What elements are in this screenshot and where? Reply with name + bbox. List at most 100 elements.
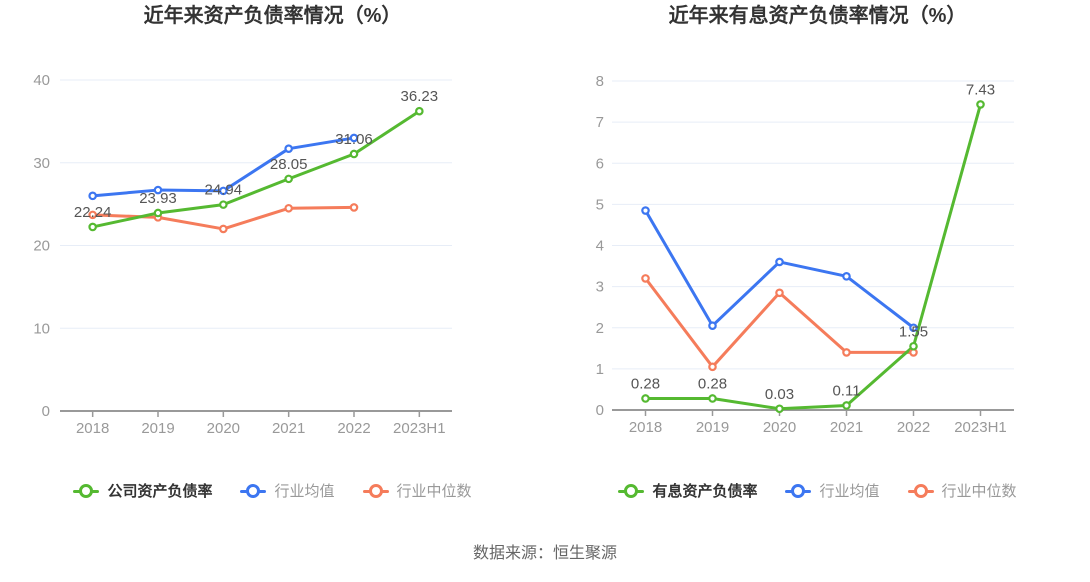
data-point[interactable] <box>153 208 163 218</box>
legend-ring-icon <box>246 484 261 498</box>
asset-liability-chart-canvas: 2018 2019 2020 2021 2022 2023H1 0 10 20 30 40 22.24… <box>33 72 452 437</box>
legend-ring-icon <box>368 484 383 498</box>
series-line-1 <box>644 209 915 330</box>
data-label: 36.23 <box>401 88 439 105</box>
y-tick-label: 8 <box>596 73 604 90</box>
data-point[interactable] <box>349 133 359 143</box>
y-tick-label: 30 <box>33 155 50 172</box>
x-tick-label: 2020 <box>207 420 240 437</box>
data-label: 1.55 <box>899 323 928 340</box>
data-source-text: 数据来源：恒生聚源 <box>472 545 617 562</box>
data-point[interactable] <box>775 257 784 267</box>
data-point[interactable] <box>641 274 650 283</box>
y-tick-label: 40 <box>33 72 50 89</box>
data-point[interactable] <box>708 362 717 372</box>
legend-ring-icon <box>791 484 806 498</box>
legend-label: 公司资产负债率 <box>107 482 213 500</box>
data-point[interactable] <box>909 323 918 333</box>
data-point[interactable] <box>284 203 293 213</box>
data-label: 31.06 <box>335 131 373 148</box>
x-tick-label: 2018 <box>76 420 109 437</box>
y-tick-label: 0 <box>596 402 604 419</box>
data-point[interactable] <box>88 210 97 220</box>
y-tick-label: 3 <box>596 279 604 296</box>
legend-item-1[interactable]: 行业均值 <box>240 482 335 500</box>
x-tick-label: 2020 <box>763 419 796 436</box>
x-tick-label: 2019 <box>141 420 174 437</box>
data-point[interactable] <box>349 203 359 212</box>
interest-bearing-chart-canvas: 2018 2019 2020 2021 2022 2023H1 0 1 2 3 4 5 6 7 8 0.28 0… <box>596 73 1014 436</box>
data-label: 28.05 <box>270 156 308 173</box>
data-point[interactable] <box>153 185 163 195</box>
chart-interest-bearing-ratio: 近年来有息资产负债率情况（%） 2018 2019 2020 2021 2022 2023… <box>545 0 1090 520</box>
legend-line-marker-icon <box>907 484 934 498</box>
data-point[interactable] <box>88 191 97 201</box>
data-point[interactable] <box>349 149 359 159</box>
y-tick-label: 4 <box>596 238 604 255</box>
y-tick-label: 20 <box>33 238 50 255</box>
legend-line-marker-icon <box>618 484 645 498</box>
data-point[interactable] <box>284 144 293 153</box>
data-label: 23.93 <box>139 190 177 207</box>
data-point[interactable] <box>88 222 97 232</box>
y-tick-label: 10 <box>33 320 50 337</box>
data-label: 22.24 <box>74 204 112 221</box>
series-line-0 <box>91 109 421 229</box>
legend-item-0[interactable]: 公司资产负债率 <box>73 484 212 499</box>
data-point[interactable] <box>842 348 851 357</box>
data-point[interactable] <box>842 401 851 410</box>
data-point[interactable] <box>219 200 228 209</box>
y-tick-label: 7 <box>596 114 604 131</box>
y-tick-label: 0 <box>42 403 50 420</box>
data-point[interactable] <box>641 206 650 215</box>
x-tick-label: 2023H1 <box>393 420 446 437</box>
y-tick-label: 2 <box>596 320 604 337</box>
x-tick-label: 2022 <box>897 419 930 436</box>
legend-line-marker-icon <box>362 484 389 498</box>
legend-label: 行业均值 <box>274 482 335 500</box>
legend-label: 行业中位数 <box>396 482 472 500</box>
legend-label: 行业中位数 <box>941 482 1017 500</box>
x-tick-label: 2021 <box>830 419 863 436</box>
legend-item-2[interactable]: 行业中位数 <box>907 482 1017 500</box>
charts-row: 近年来资产负债率情况（%） 2018 2019 2020 2021 2022 2023H1… <box>0 0 1090 520</box>
data-point[interactable] <box>219 186 228 196</box>
chart-title: 近年来资产负债率情况（%） <box>143 5 402 27</box>
series-line-0 <box>644 102 982 411</box>
legend-label: 有息资产负债率 <box>652 482 758 500</box>
data-point[interactable] <box>976 100 985 109</box>
y-tick-label: 5 <box>596 196 604 213</box>
data-point[interactable] <box>708 321 717 330</box>
data-point[interactable] <box>909 341 918 351</box>
y-tick-label: 6 <box>596 155 604 172</box>
legend-label: 行业均值 <box>819 482 880 500</box>
data-point[interactable] <box>775 404 784 414</box>
data-label: 24.94 <box>205 182 243 199</box>
legend-item-2[interactable]: 行业中位数 <box>362 482 472 500</box>
data-label: 0.28 <box>631 375 660 392</box>
legend-ring-icon <box>624 484 639 498</box>
x-tick-label: 2019 <box>696 419 729 436</box>
x-tick-label: 2021 <box>272 420 305 437</box>
data-point[interactable] <box>284 174 293 184</box>
data-point[interactable] <box>415 106 424 116</box>
chart-asset-liability-ratio: 近年来资产负债率情况（%） 2018 2019 2020 2021 2022 2023H1… <box>0 0 545 520</box>
data-point[interactable] <box>708 394 717 403</box>
legend-line-marker-icon <box>785 484 812 498</box>
data-label: 0.11 <box>832 382 860 399</box>
data-point[interactable] <box>219 224 228 234</box>
legend-item-0[interactable]: 有息资产负债率 <box>618 484 757 499</box>
legend-ring-icon <box>913 484 928 498</box>
legend: 公司资产负债率 行业均值 行业中位数 <box>0 478 545 504</box>
chart-title: 近年来有息资产负债率情况（%） <box>668 5 967 27</box>
legend-ring-icon <box>79 484 94 498</box>
data-point[interactable] <box>775 288 784 298</box>
legend-line-marker-icon <box>240 484 267 498</box>
y-tick-label: 1 <box>596 361 604 378</box>
data-label: 0.28 <box>698 375 727 392</box>
data-point[interactable] <box>641 394 650 403</box>
data-point[interactable] <box>842 272 851 281</box>
x-tick-label: 2018 <box>629 419 662 436</box>
legend-item-1[interactable]: 行业均值 <box>785 482 880 500</box>
